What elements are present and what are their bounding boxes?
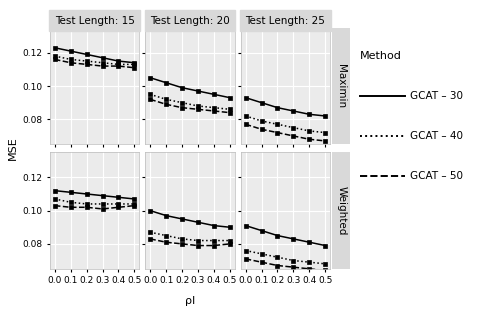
Text: GCAT – 30: GCAT – 30: [410, 91, 463, 101]
Title: Test Length: 25: Test Length: 25: [246, 16, 326, 26]
Title: Test Length: 15: Test Length: 15: [54, 16, 134, 26]
Text: MSE: MSE: [8, 137, 18, 160]
Text: Weighted: Weighted: [336, 186, 346, 235]
Text: GCAT – 40: GCAT – 40: [410, 131, 463, 141]
Title: Test Length: 20: Test Length: 20: [150, 16, 230, 26]
Text: ρI: ρI: [185, 296, 195, 306]
Text: Maximin: Maximin: [336, 64, 346, 108]
Text: Method: Method: [360, 51, 402, 61]
Text: GCAT – 50: GCAT – 50: [410, 171, 463, 181]
